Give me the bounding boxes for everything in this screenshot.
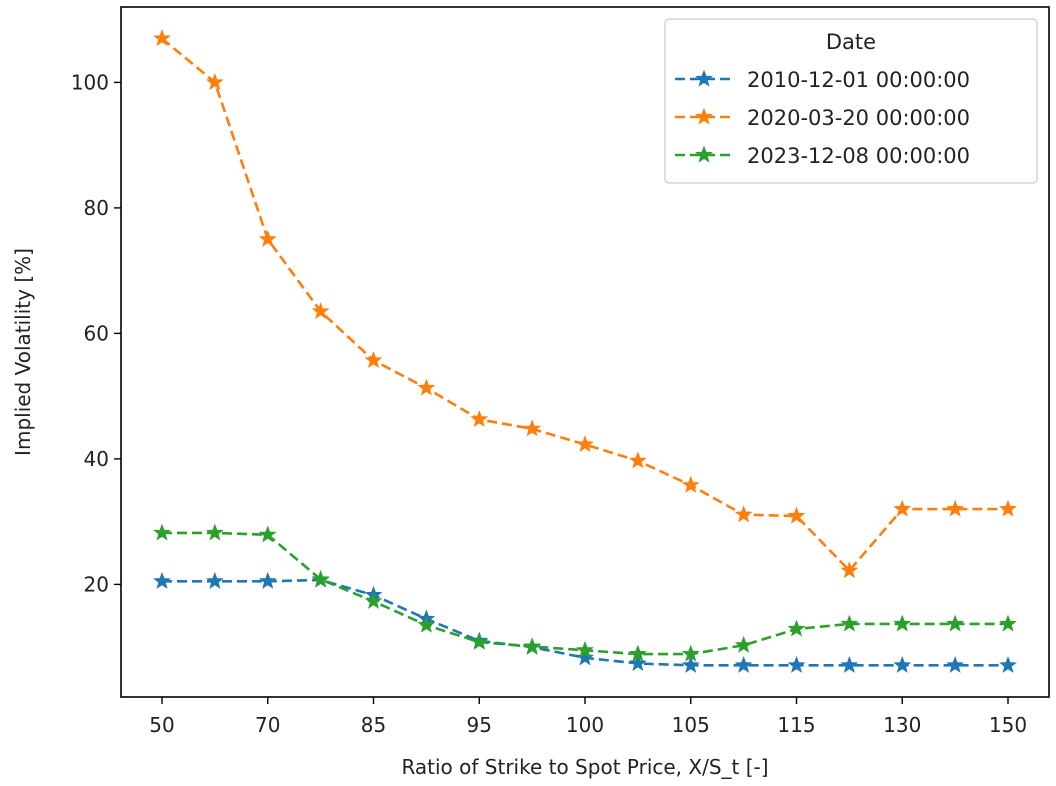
data-point — [153, 523, 171, 541]
y-tick-label: 100 — [71, 70, 109, 94]
data-point — [946, 655, 965, 673]
data-point — [258, 571, 277, 589]
data-point — [893, 499, 912, 517]
data-point — [470, 632, 489, 650]
data-point — [311, 570, 330, 587]
legend-label: 2023-12-08 00:00:00 — [747, 144, 970, 168]
data-point — [999, 499, 1017, 517]
legend-marker — [695, 69, 713, 87]
data-point — [946, 614, 965, 632]
y-tick-label: 20 — [84, 572, 109, 596]
data-point — [523, 419, 542, 437]
data-point — [258, 525, 277, 543]
data-point — [364, 351, 383, 368]
series-1 — [153, 570, 1017, 673]
legend: Date 2010-12-01 00:00:00 2020-03-20 00:00… — [664, 18, 1038, 184]
legend-entry: 2023-12-08 00:00:00 — [675, 144, 970, 168]
series-line — [162, 531, 1008, 656]
data-point — [153, 571, 171, 589]
series-line — [161, 37, 1008, 572]
x-tick-label: 105 — [672, 713, 710, 737]
data-point — [576, 648, 594, 666]
data-point — [734, 635, 753, 653]
x-tick-label: 100 — [566, 713, 604, 737]
data-point — [205, 571, 224, 589]
data-point — [628, 654, 647, 672]
series-layer — [153, 29, 1017, 673]
data-point — [681, 475, 700, 493]
data-point — [999, 655, 1017, 673]
data-point — [893, 655, 912, 673]
data-point — [946, 499, 965, 517]
data-point — [681, 655, 700, 673]
data-point — [734, 505, 753, 523]
series-3 — [153, 523, 1017, 662]
data-point — [734, 655, 753, 673]
data-point — [258, 229, 277, 247]
data-point — [523, 637, 542, 655]
legend-entries: 2010-12-01 00:00:00 2020-03-20 00:00:00 20… — [675, 68, 970, 168]
legend-box — [664, 18, 1038, 184]
y-tick-label: 40 — [84, 447, 109, 471]
data-point — [787, 619, 806, 637]
data-point — [417, 378, 436, 396]
x-tick-label: 130 — [883, 713, 921, 737]
data-point — [470, 410, 489, 427]
data-point — [417, 615, 436, 633]
data-point — [628, 644, 647, 662]
data-point — [628, 451, 647, 469]
data-point — [893, 614, 912, 632]
legend-entry: 2010-12-01 00:00:00 — [675, 68, 970, 92]
y-axis: 20 40 60 80 100 — [71, 70, 121, 596]
x-tick-label: 70 — [255, 713, 280, 737]
legend-marker — [695, 145, 713, 163]
y-tick-label: 60 — [84, 321, 109, 345]
data-point — [153, 29, 171, 47]
data-point — [576, 640, 594, 658]
data-point — [205, 73, 224, 90]
legend-label: 2020-03-20 00:00:00 — [747, 106, 970, 130]
x-axis-label: Ratio of Strike to Spot Price, X/S_t [-] — [401, 755, 768, 779]
y-tick-label: 80 — [84, 196, 109, 220]
x-tick-label: 150 — [989, 713, 1027, 737]
x-axis: 50 70 85 95 100 105 115 130 150 — [149, 697, 1027, 737]
legend-label: 2010-12-01 00:00:00 — [747, 68, 970, 92]
data-point — [311, 302, 330, 320]
data-point — [840, 614, 859, 632]
data-point — [840, 655, 859, 673]
data-point — [576, 435, 594, 453]
data-point — [840, 561, 859, 579]
legend-title: Date — [826, 30, 876, 54]
series-2 — [153, 29, 1017, 579]
data-point — [205, 523, 224, 541]
y-axis-label: Implied Volatility [%] — [11, 248, 35, 456]
x-tick-label: 115 — [777, 713, 815, 737]
x-tick-label: 85 — [361, 713, 386, 737]
legend-marker — [695, 107, 713, 125]
data-point — [787, 655, 806, 673]
data-point — [681, 644, 700, 662]
data-point — [999, 614, 1017, 632]
data-point — [364, 591, 383, 609]
data-point — [787, 506, 806, 524]
legend-entry: 2020-03-20 00:00:00 — [675, 106, 970, 130]
x-tick-label: 50 — [149, 713, 174, 737]
x-tick-label: 95 — [467, 713, 492, 737]
